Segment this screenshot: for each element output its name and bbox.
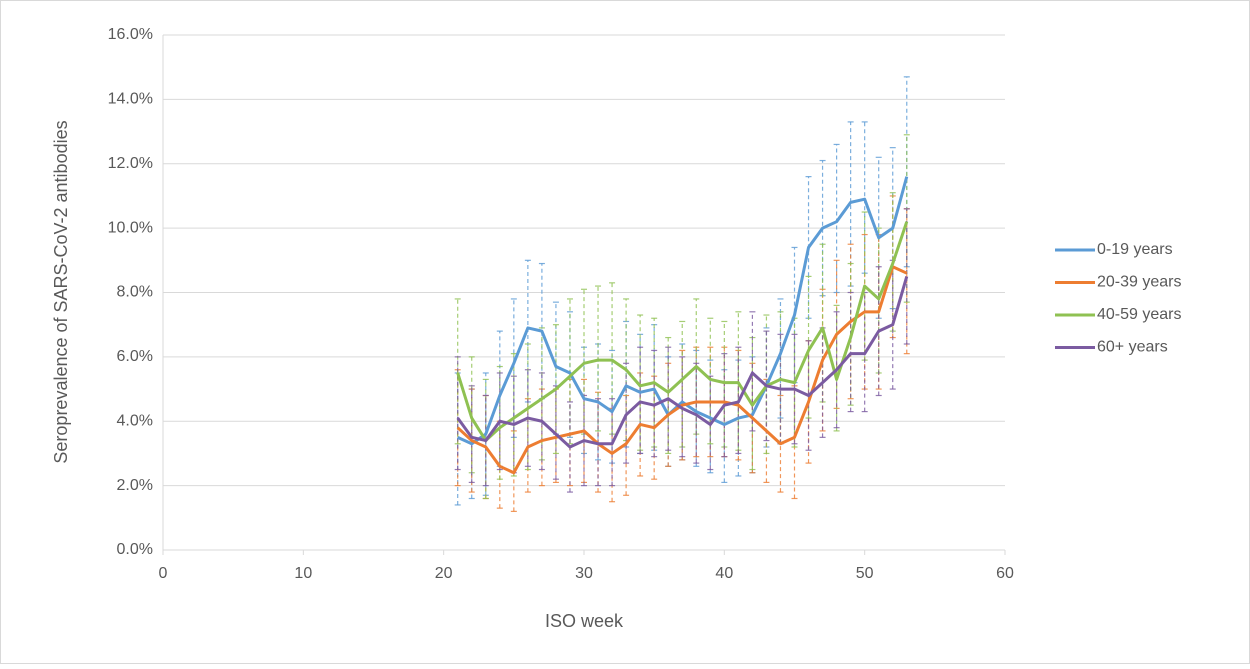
legend-label: 20-39 years bbox=[1097, 274, 1182, 291]
y-tick-label: 6.0% bbox=[117, 348, 153, 365]
series-line bbox=[457, 176, 909, 446]
x-tick-label: 30 bbox=[575, 565, 593, 582]
series-line bbox=[456, 265, 908, 475]
y-tick-label: 0.0% bbox=[117, 541, 153, 558]
x-tick-label: 60 bbox=[996, 565, 1014, 582]
y-tick-label: 8.0% bbox=[117, 284, 153, 301]
y-tick-label: 10.0% bbox=[108, 219, 153, 236]
x-tick-label: 20 bbox=[435, 565, 453, 582]
x-tick-label: 10 bbox=[294, 565, 312, 582]
x-tick-label: 0 bbox=[159, 565, 168, 582]
y-tick-label: 14.0% bbox=[108, 91, 153, 108]
x-tick-label: 40 bbox=[715, 565, 733, 582]
series-line bbox=[456, 221, 909, 443]
x-tick-label: 50 bbox=[856, 565, 874, 582]
x-axis-title: ISO week bbox=[545, 611, 624, 631]
legend-label: 0-19 years bbox=[1097, 241, 1173, 258]
y-tick-label: 2.0% bbox=[117, 477, 153, 494]
series-line bbox=[456, 275, 909, 449]
y-axis-title: Seroprevalence of SARS-CoV-2 antibodies bbox=[51, 120, 71, 463]
legend-label: 60+ years bbox=[1097, 339, 1168, 356]
y-tick-label: 12.0% bbox=[108, 155, 153, 172]
y-tick-label: 4.0% bbox=[117, 412, 153, 429]
legend-label: 40-59 years bbox=[1097, 306, 1182, 323]
y-tick-label: 16.0% bbox=[108, 26, 153, 43]
